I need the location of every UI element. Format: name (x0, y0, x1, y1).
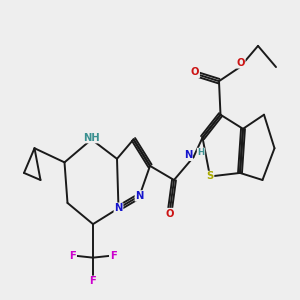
Text: F: F (110, 251, 116, 261)
Text: H: H (197, 148, 205, 157)
Text: O: O (191, 68, 199, 77)
Text: NH: NH (83, 133, 100, 142)
Text: F: F (90, 276, 96, 286)
Text: O: O (165, 208, 174, 218)
Text: N: N (184, 150, 192, 160)
Text: N: N (135, 191, 144, 201)
Text: S: S (206, 172, 214, 182)
Text: O: O (236, 58, 245, 68)
Text: F: F (70, 251, 76, 261)
Text: N: N (114, 203, 123, 213)
